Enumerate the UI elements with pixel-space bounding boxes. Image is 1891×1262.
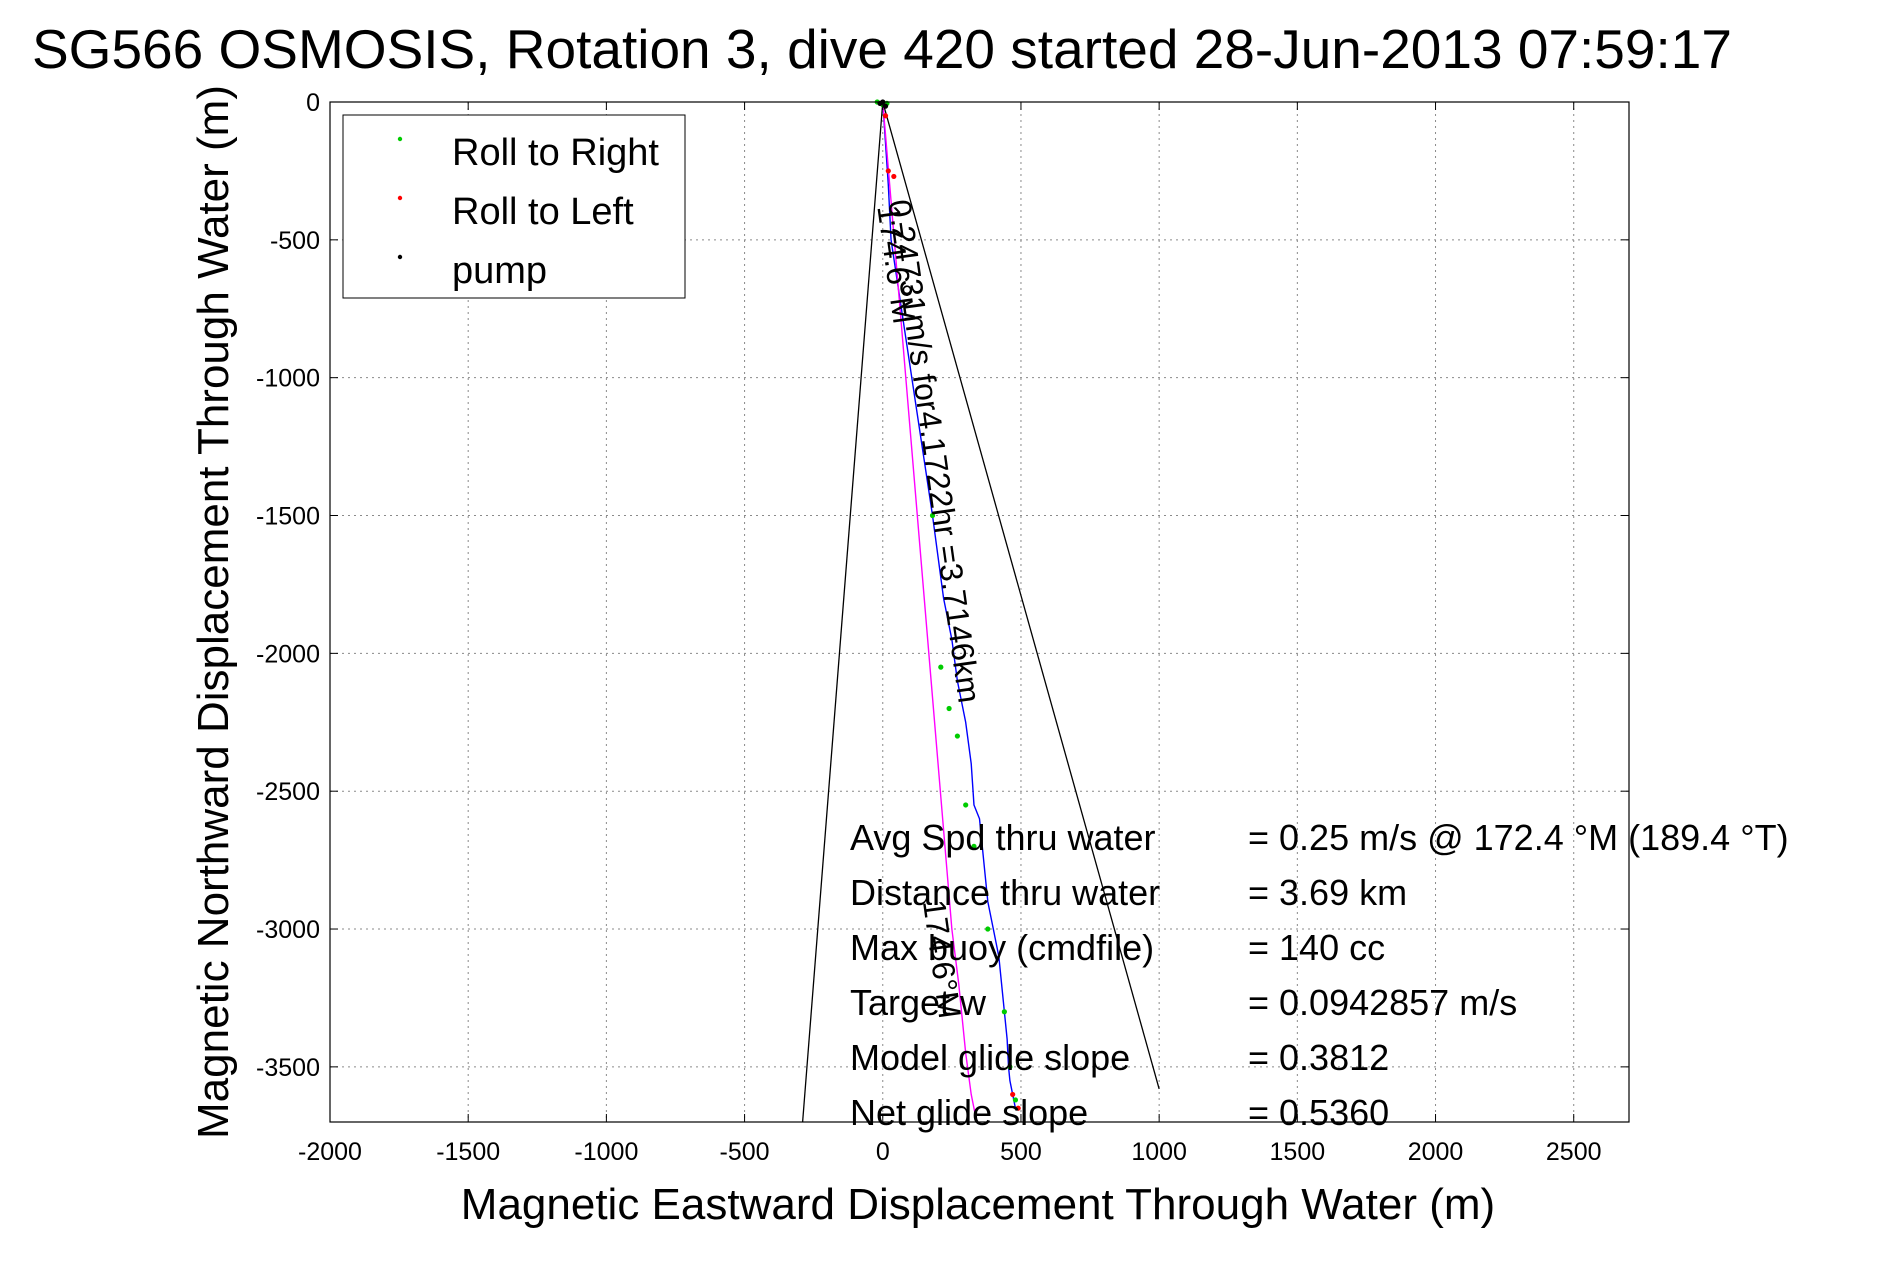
x-tick-label: 2000: [1408, 1138, 1464, 1166]
legend-marker: [397, 136, 403, 142]
legend-marker: [397, 254, 403, 260]
x-tick-label: 500: [1000, 1138, 1042, 1166]
x-axis-label: Magnetic Eastward Displacement Through W…: [461, 1180, 1495, 1229]
roll-left-point: [891, 173, 897, 180]
x-tick-label: -1000: [574, 1138, 638, 1166]
x-tick-label: 0: [876, 1138, 890, 1166]
stat-label: Target w: [850, 982, 987, 1023]
x-tick-label: -2000: [298, 1138, 362, 1166]
roll-right-point: [1001, 1009, 1007, 1015]
roll-left-point: [882, 113, 889, 119]
stat-label: Max buoy (cmdfile): [850, 927, 1154, 968]
dive-statistics: Avg Spd thru water = 0.25 m/s @ 172.4 °M …: [850, 817, 1789, 1133]
y-tick-label: 0: [306, 89, 320, 117]
pump-point: [882, 103, 889, 109]
roll-right-point: [971, 843, 977, 849]
stat-value: = 3.69 km: [1248, 872, 1407, 913]
legend: Roll to Right Roll to Left pump: [342, 114, 686, 299]
y-tick-label: -1000: [256, 365, 320, 393]
x-tick-label: 2500: [1546, 1138, 1602, 1166]
y-tick-label: -3000: [256, 916, 320, 944]
roll-right-point: [954, 733, 960, 739]
roll-right-point: [929, 512, 936, 519]
roll-right-point: [1007, 1064, 1013, 1070]
stat-label: Distance thru water: [850, 872, 1160, 913]
roll-left-point: [1015, 1105, 1021, 1111]
y-axis-label: Magnetic Northward Displacement Through …: [189, 85, 238, 1139]
track-series: [882, 101, 1017, 1123]
roll-right-point: [963, 802, 969, 808]
plot-border: [329, 101, 1630, 1123]
roll-left-point: [1010, 1091, 1016, 1098]
x-tick-labels: -2000 -1500 -1000 -500 0 500 1000 1500 2000 2500: [298, 1138, 1602, 1166]
stat-value: = 0.5360: [1248, 1092, 1389, 1133]
legend-marker: [397, 195, 403, 201]
track-series-line: [882, 101, 1017, 1109]
y-tick-labels: 0 -500 -1000 -1500 -2000 -2500 -3000 -3500: [256, 89, 320, 1082]
roll-right-point: [1012, 1097, 1019, 1103]
x-tick-label: 1000: [1131, 1138, 1187, 1166]
axis-ticks: [329, 101, 1629, 1122]
legend-box: [342, 114, 686, 299]
stat-label: Avg Spd thru water: [850, 817, 1156, 858]
stat-value: = 0.25 m/s @ 172.4 °M (189.4 °T): [1248, 817, 1789, 858]
legend-label: pump: [452, 250, 547, 292]
reference-lines: [801, 101, 1160, 1123]
stat-value: = 0.0942857 m/s: [1248, 982, 1517, 1023]
legend-label: Roll to Right: [452, 132, 659, 174]
heading-reference-line: [801, 101, 884, 1123]
roll-right-point: [946, 705, 952, 712]
y-tick-label: -2000: [256, 640, 320, 668]
stat-value: = 0.3812: [1248, 1037, 1389, 1078]
stat-value: = 140 cc: [1248, 927, 1385, 968]
y-tick-label: -1500: [256, 503, 320, 531]
heading-reference-line: [882, 101, 1160, 1090]
stat-label: Net glide slope: [850, 1092, 1088, 1133]
legend-entries: Roll to Right Roll to Left pump: [397, 132, 659, 292]
roll-right-point: [938, 664, 944, 670]
roll-left-point: [885, 168, 891, 174]
y-tick-label: -500: [270, 227, 320, 255]
y-tick-label: -3500: [256, 1054, 320, 1082]
roll-right-point: [985, 926, 991, 932]
track-series-line: [882, 101, 978, 1123]
x-tick-label: 1500: [1270, 1138, 1326, 1166]
y-tick-label: -2500: [256, 778, 320, 806]
legend-label: Roll to Left: [452, 191, 634, 233]
x-tick-label: -500: [720, 1138, 770, 1166]
x-tick-label: -1500: [436, 1138, 500, 1166]
chart-title: SG566 OSMOSIS, Rotation 3, dive 420 star…: [32, 18, 1732, 80]
stat-label: Model glide slope: [850, 1037, 1130, 1078]
